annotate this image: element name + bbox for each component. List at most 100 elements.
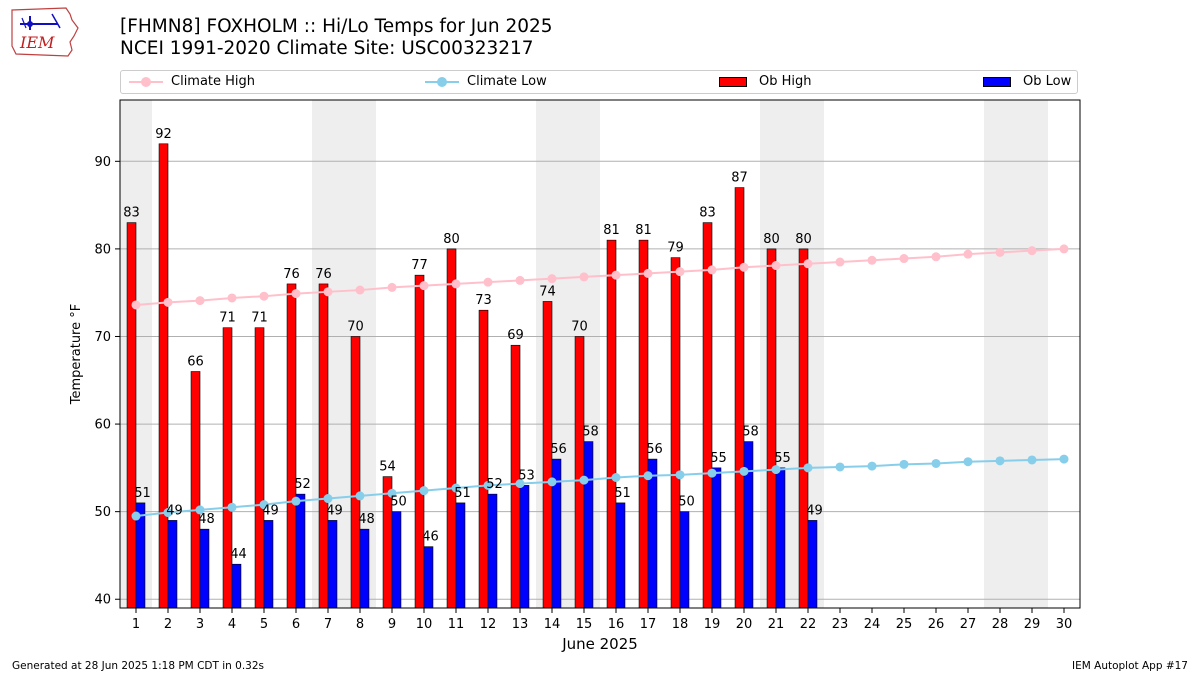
y-axis-label: Temperature °F xyxy=(69,304,84,405)
climate-high-point xyxy=(835,257,845,267)
x-tick-label: 4 xyxy=(228,617,236,632)
ob-low-bar xyxy=(775,467,786,609)
climate-high-point xyxy=(291,289,301,299)
ob-low-label: 53 xyxy=(518,468,535,483)
x-tick-label: 3 xyxy=(196,617,204,632)
generated-note: Generated at 28 Jun 2025 1:18 PM CDT in … xyxy=(12,660,265,672)
x-tick-label: 29 xyxy=(1024,617,1041,632)
climate-low-point xyxy=(835,462,845,472)
ob-high-bar xyxy=(414,274,425,609)
legend-item-ob-high: Ob High xyxy=(719,74,812,89)
ob-high-bar xyxy=(798,248,809,609)
climate-high-point xyxy=(259,291,269,301)
x-tick-label: 2 xyxy=(164,617,172,632)
grid-lines xyxy=(120,160,1080,600)
ob-low-label: 51 xyxy=(454,486,471,501)
ob-high-bar xyxy=(190,371,201,609)
x-tick-label: 7 xyxy=(324,617,332,632)
ob-low-bar xyxy=(423,546,434,609)
x-tick-label: 19 xyxy=(704,617,721,632)
climate-high-point xyxy=(195,296,205,306)
iowa-map-icon: IEM xyxy=(11,7,79,57)
ob-high-label: 83 xyxy=(123,206,140,221)
ob-high-bar xyxy=(254,327,265,609)
ob-high-bar xyxy=(734,187,745,609)
x-tick-label: 11 xyxy=(448,617,465,632)
climate-high-point xyxy=(515,275,525,285)
ob-low-bar xyxy=(455,502,466,609)
ob-high-label: 74 xyxy=(539,284,556,299)
ob-high-label: 54 xyxy=(379,460,396,475)
ob-low-label: 48 xyxy=(198,512,215,527)
ob-high-label: 73 xyxy=(475,293,492,308)
ob-low-bar xyxy=(519,485,530,609)
ob-high-label: 66 xyxy=(187,355,204,370)
y-tick-label: 70 xyxy=(94,330,111,345)
climate-low-point xyxy=(323,494,333,504)
climate-high-point xyxy=(1027,246,1037,256)
climate-high-point xyxy=(771,261,781,271)
x-tick-label: 16 xyxy=(608,617,625,632)
ob-low-bar xyxy=(615,502,626,609)
ob-high-bar xyxy=(766,248,777,609)
ob-high-label: 76 xyxy=(315,267,332,282)
x-tick-label: 5 xyxy=(260,617,268,632)
weekend-shade xyxy=(984,100,1048,608)
ob-high-bar xyxy=(574,336,585,609)
climate-low-point xyxy=(547,477,557,487)
x-tick-label: 12 xyxy=(480,617,497,632)
climate-high-point xyxy=(643,268,653,278)
ob-low-bar xyxy=(263,520,274,609)
climate-low-point xyxy=(227,502,237,512)
climate-high-point xyxy=(803,259,813,269)
ob-high-bar xyxy=(702,222,713,609)
iem-logo: IEM xyxy=(8,6,80,58)
climate-low-point xyxy=(195,505,205,515)
x-tick-label: 17 xyxy=(640,617,657,632)
climate-low-point xyxy=(963,457,973,467)
ob-low-label: 52 xyxy=(486,477,503,492)
climate-lines xyxy=(131,244,1069,521)
ob-low-bar xyxy=(359,528,370,609)
climate-low-point xyxy=(291,496,301,506)
ob-low-label: 51 xyxy=(134,486,151,501)
climate-low-point xyxy=(611,472,621,482)
ob-high-bar xyxy=(478,309,489,609)
chart-legend: Climate High Climate Low Ob High Ob Low xyxy=(120,70,1078,94)
ob-low-bar xyxy=(295,493,306,609)
climate-low-point xyxy=(259,500,269,510)
ob-low-label: 56 xyxy=(646,442,663,457)
climate-low-point xyxy=(1027,455,1037,465)
ob-low-bar xyxy=(231,563,242,609)
climate-low-point xyxy=(419,486,429,496)
ob-low-label: 49 xyxy=(262,503,279,518)
ob-high-label: 70 xyxy=(571,319,588,334)
ob-high-label: 81 xyxy=(635,223,652,238)
y-tick-label: 60 xyxy=(94,418,111,433)
climate-low-point xyxy=(483,480,493,490)
ob-low-label: 50 xyxy=(678,495,695,510)
ob-low-label: 48 xyxy=(358,512,375,527)
legend-swatch-icon xyxy=(983,76,1011,87)
ob-high-label: 81 xyxy=(603,223,620,238)
x-tick-label: 30 xyxy=(1056,617,1073,632)
ob-high-label: 71 xyxy=(251,311,268,326)
ob-low-bar xyxy=(711,467,722,609)
climate-high-point xyxy=(419,281,429,291)
climate-high-point xyxy=(387,282,397,292)
climate-low-point xyxy=(579,475,589,485)
ob-high-bar xyxy=(126,222,137,609)
legend-item-climate-high: Climate High xyxy=(129,74,255,89)
legend-label: Climate Low xyxy=(467,74,547,89)
legend-line-icon xyxy=(425,75,459,89)
x-tick-label: 24 xyxy=(864,617,881,632)
plot-frame xyxy=(119,99,1081,609)
climate-high-point xyxy=(739,262,749,272)
climate-high-point xyxy=(995,247,1005,257)
ob-low-label: 49 xyxy=(326,503,343,518)
ob-high-bar xyxy=(350,336,361,609)
ob-high-bar xyxy=(670,257,681,609)
legend-label: Ob Low xyxy=(1023,74,1072,89)
legend-line-icon xyxy=(129,75,163,89)
ob-low-label: 55 xyxy=(710,451,727,466)
